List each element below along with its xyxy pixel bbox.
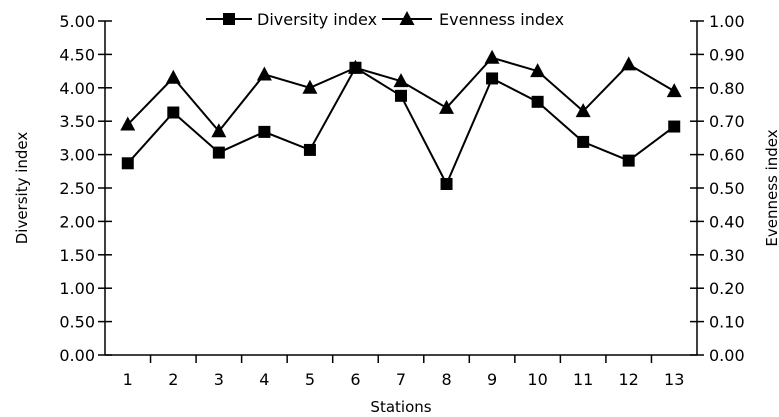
y2-tick-label: 0.10 bbox=[709, 313, 745, 332]
diversity-index-point bbox=[577, 135, 590, 148]
diversity-index-point bbox=[303, 143, 316, 156]
diversity-index-point bbox=[395, 89, 407, 102]
x-tick-label: 9 bbox=[487, 370, 497, 389]
evenness-index-point bbox=[575, 103, 591, 118]
evenness-index-point bbox=[347, 59, 363, 74]
series-layer bbox=[120, 49, 682, 190]
evenness-index-point bbox=[211, 123, 227, 138]
diversity-index-point bbox=[212, 146, 225, 159]
legend-evenness-label: Evenness index bbox=[439, 10, 564, 29]
y2-tick-label: 0.90 bbox=[709, 45, 745, 64]
y-tick-label: 2.50 bbox=[59, 179, 95, 198]
x-tick-label: 10 bbox=[527, 370, 547, 389]
y2-tick-label: 0.60 bbox=[709, 146, 745, 165]
diversity-index-point bbox=[121, 157, 134, 170]
x-tick-label: 7 bbox=[396, 370, 406, 389]
evenness-index-point bbox=[666, 83, 682, 98]
y-tick-label: 0.50 bbox=[59, 313, 95, 332]
y2-tick-label: 0.20 bbox=[709, 279, 745, 298]
evenness-index-point bbox=[393, 73, 409, 88]
y2-tick-label: 1.00 bbox=[709, 12, 745, 31]
diversity-index-point bbox=[167, 106, 180, 119]
y-tick-label: 2.00 bbox=[59, 212, 95, 231]
diversity-index-point bbox=[486, 72, 499, 85]
y-tick-label: 3.00 bbox=[59, 146, 95, 165]
diversity-index-point bbox=[531, 95, 544, 108]
x-tick-label: 2 bbox=[168, 370, 178, 389]
x-tick-label: 11 bbox=[573, 370, 593, 389]
evenness-index-point bbox=[439, 99, 455, 114]
y2-tick-label: 0.30 bbox=[709, 246, 745, 265]
evenness-index-point bbox=[484, 49, 500, 64]
y-tick-label: 0.00 bbox=[59, 346, 95, 365]
y2-axis-title: Evenness index bbox=[763, 129, 779, 246]
x-tick-label: 1 bbox=[123, 370, 133, 389]
legend: Diversity index Evenness index bbox=[206, 10, 564, 29]
diversity-index-point bbox=[622, 154, 635, 167]
x-axis-title: Stations bbox=[370, 398, 431, 416]
x-tick-label: 3 bbox=[214, 370, 224, 389]
x-tick-label: 6 bbox=[350, 370, 360, 389]
diversity-index-point bbox=[258, 125, 271, 138]
y-tick-label: 1.00 bbox=[59, 279, 95, 298]
x-tick-label: 12 bbox=[619, 370, 639, 389]
y-tick-label: 3.50 bbox=[59, 112, 95, 131]
diversity-index-point bbox=[440, 177, 453, 190]
axes bbox=[104, 21, 698, 356]
y-tick-label: 1.50 bbox=[59, 246, 95, 265]
y2-tick-label: 0.80 bbox=[709, 79, 745, 98]
diversity-index-point bbox=[668, 120, 681, 133]
y2-tick-label: 0.00 bbox=[709, 346, 745, 365]
legend-evenness-triangle-marker bbox=[399, 11, 415, 25]
evenness-index-point bbox=[120, 116, 136, 131]
y-tick-label: 4.50 bbox=[59, 45, 95, 64]
y-tick-label: 5.00 bbox=[59, 12, 95, 31]
evenness-index-point bbox=[165, 69, 181, 84]
x-tick-label: 5 bbox=[305, 370, 315, 389]
y2-tick-label: 0.70 bbox=[709, 112, 745, 131]
x-tick-label: 8 bbox=[441, 370, 451, 389]
x-tick-label: 13 bbox=[664, 370, 684, 389]
evenness-index-point bbox=[530, 63, 546, 78]
x-tick-label: 4 bbox=[259, 370, 269, 389]
y2-tick-label: 0.50 bbox=[709, 179, 745, 198]
evenness-index-point bbox=[302, 79, 318, 94]
evenness-index-point bbox=[256, 66, 272, 81]
axis-ticks: 0.00 0.50 1.00 1.50 2.00 2.50 3.00 3.50 4.00 4.50… bbox=[59, 12, 744, 389]
legend-diversity-label: Diversity index bbox=[257, 10, 377, 29]
y2-tick-label: 0.40 bbox=[709, 212, 745, 231]
y-tick-label: 4.00 bbox=[59, 79, 95, 98]
y-axis-title: Diversity index bbox=[13, 132, 31, 245]
evenness-index-point bbox=[621, 56, 637, 71]
legend-diversity-square-marker bbox=[223, 13, 235, 25]
